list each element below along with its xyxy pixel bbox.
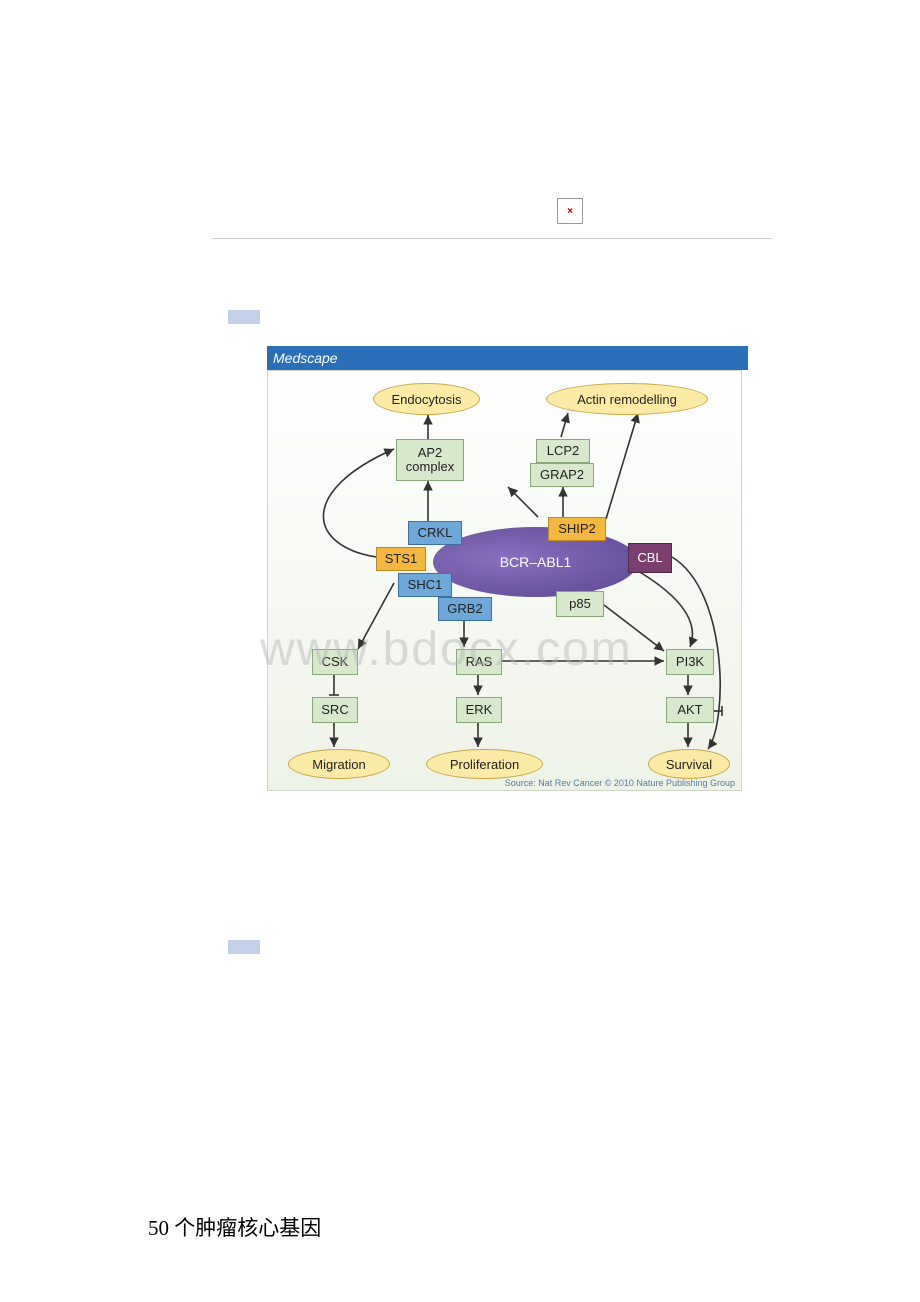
node-lcp2: LCP2 xyxy=(536,439,590,463)
node-ras: RAS xyxy=(456,649,502,675)
node-ap2: AP2 complex xyxy=(396,439,464,481)
diagram-header: Medscape xyxy=(267,346,748,370)
outcome-proliferation: Proliferation xyxy=(426,749,543,779)
diagram-body: Source: Nat Rev Cancer © 2010 Nature Pub… xyxy=(267,370,742,791)
grey-marker-2 xyxy=(228,940,260,954)
outcome-endocytosis: Endocytosis xyxy=(373,383,480,415)
node-pi3k: PI3K xyxy=(666,649,714,675)
node-shc1: SHC1 xyxy=(398,573,452,597)
grey-marker-1 xyxy=(228,310,260,324)
pathway-diagram: Medscape Source: Nat Rev Cancer © 2010 N… xyxy=(267,346,742,791)
node-crkl: CRKL xyxy=(408,521,462,545)
broken-image-icon: × xyxy=(557,198,583,224)
node-src: SRC xyxy=(312,697,358,723)
outcome-survival: Survival xyxy=(648,749,730,779)
node-cbl: CBL xyxy=(628,543,672,573)
node-erk: ERK xyxy=(456,697,502,723)
node-csk: CSK xyxy=(312,649,358,675)
node-ship2: SHIP2 xyxy=(548,517,606,541)
node-grap2: GRAP2 xyxy=(530,463,594,487)
outcome-migration: Migration xyxy=(288,749,390,779)
node-sts1: STS1 xyxy=(376,547,426,571)
outcome-actin: Actin remodelling xyxy=(546,383,708,415)
footer-text: 50 个肿瘤核心基因 xyxy=(148,1212,321,1242)
diagram-source-text: Source: Nat Rev Cancer © 2010 Nature Pub… xyxy=(505,778,735,788)
node-p85: p85 xyxy=(556,591,604,617)
node-akt: AKT xyxy=(666,697,714,723)
node-grb2: GRB2 xyxy=(438,597,492,621)
divider xyxy=(212,238,772,239)
central-bcr-abl1: BCR–ABL1 xyxy=(433,527,638,597)
